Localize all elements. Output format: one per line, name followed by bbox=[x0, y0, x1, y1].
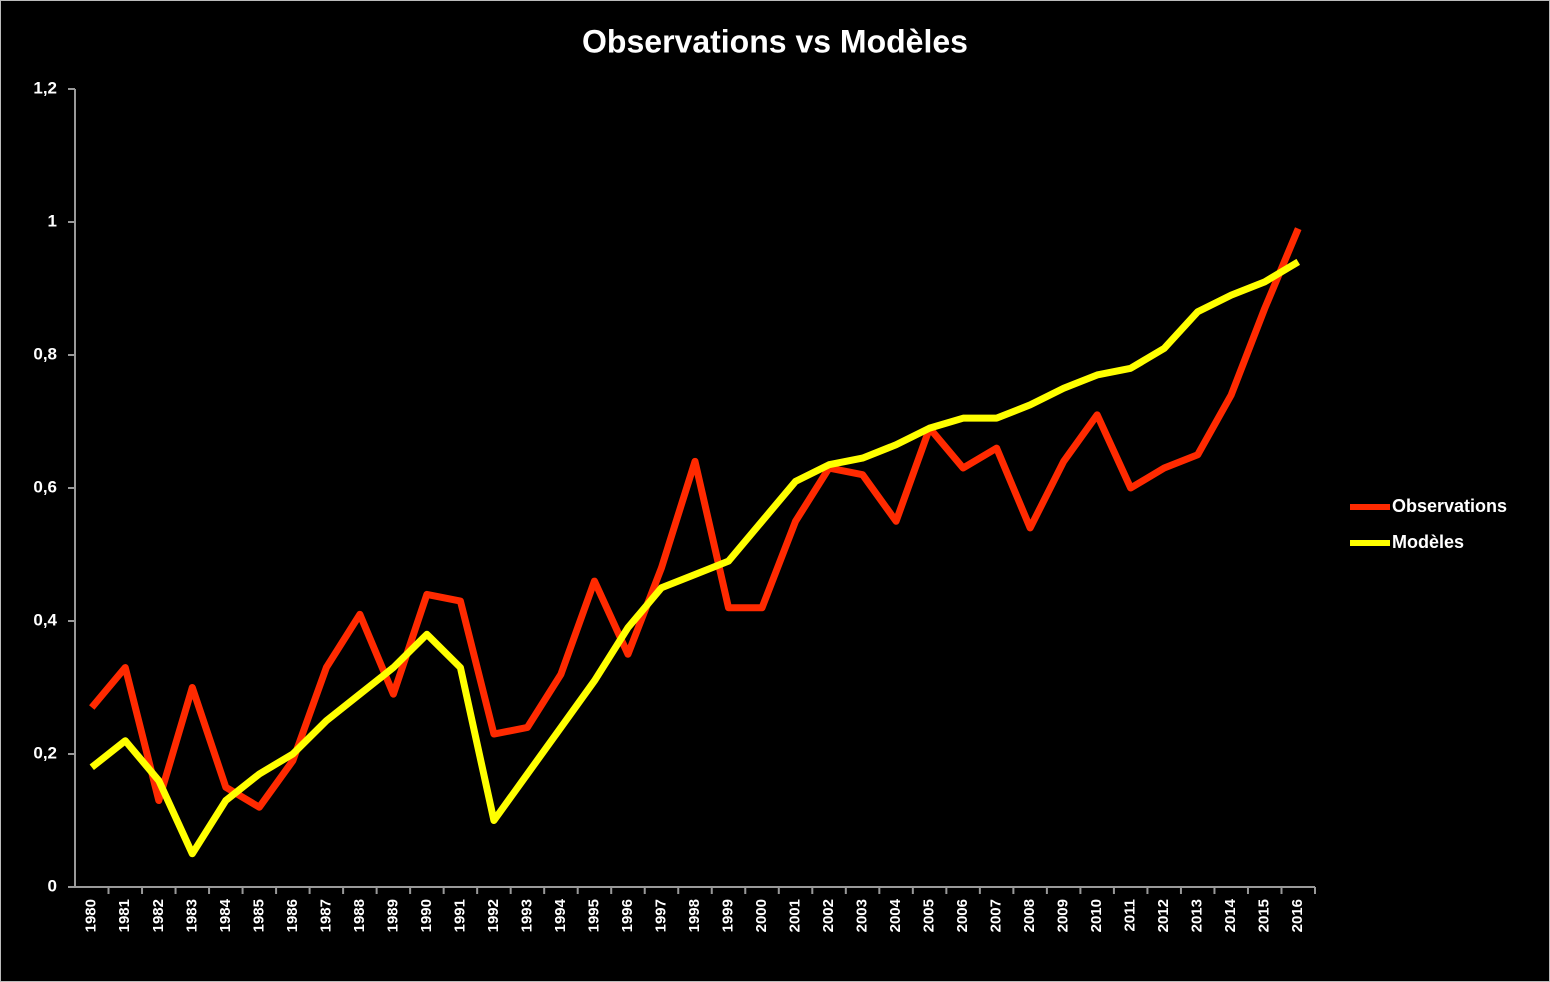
x-tick-label: 1999 bbox=[719, 899, 736, 932]
x-tick-label: 2012 bbox=[1155, 899, 1172, 932]
x-tick-label: 1983 bbox=[183, 899, 200, 932]
x-tick-label: 1988 bbox=[351, 899, 368, 932]
y-tick-label: 1,2 bbox=[33, 78, 57, 97]
x-tick-label: 2014 bbox=[1222, 898, 1239, 932]
x-tick-label: 1996 bbox=[619, 899, 636, 932]
y-tick-label: 0,4 bbox=[33, 610, 57, 629]
x-tick-label: 2011 bbox=[1122, 899, 1139, 932]
series-line bbox=[89, 258, 1301, 858]
x-tick-label: 1993 bbox=[518, 899, 535, 932]
x-tick-label: 2005 bbox=[921, 899, 938, 932]
x-tick-label: 1984 bbox=[217, 898, 234, 932]
x-tick-label: 1985 bbox=[250, 899, 267, 932]
x-tick-label: 1990 bbox=[418, 899, 435, 932]
x-tick-label: 1991 bbox=[451, 899, 468, 932]
x-tick-label: 1980 bbox=[83, 899, 100, 932]
y-tick-label: 0,8 bbox=[33, 344, 57, 363]
x-tick-label: 1989 bbox=[384, 899, 401, 932]
series-line bbox=[89, 227, 1302, 811]
x-tick-label: 1992 bbox=[485, 899, 502, 932]
x-tick-label: 2013 bbox=[1189, 899, 1206, 932]
x-tick-label: 2004 bbox=[887, 898, 904, 932]
x-tick-label: 1982 bbox=[150, 899, 167, 932]
x-tick-label: 1994 bbox=[552, 898, 569, 932]
x-tick-label: 1995 bbox=[585, 899, 602, 932]
x-tick-label: 1998 bbox=[686, 899, 703, 932]
x-tick-label: 2015 bbox=[1256, 899, 1273, 932]
x-tick-label: 2010 bbox=[1088, 899, 1105, 932]
legend-label: Observations bbox=[1392, 496, 1507, 516]
x-tick-label: 2001 bbox=[787, 899, 804, 932]
y-tick-label: 0 bbox=[48, 876, 57, 895]
x-tick-label: 2003 bbox=[854, 899, 871, 932]
x-tick-label: 1986 bbox=[284, 899, 301, 932]
x-tick-label: 1997 bbox=[652, 899, 669, 932]
x-tick-label: 2009 bbox=[1055, 899, 1072, 932]
x-tick-label: 2008 bbox=[1021, 899, 1038, 932]
y-tick-label: 0,2 bbox=[33, 743, 57, 762]
y-tick-label: 0,6 bbox=[33, 477, 57, 496]
x-tick-label: 2000 bbox=[753, 899, 770, 932]
x-tick-label: 2016 bbox=[1289, 899, 1306, 932]
x-tick-label: 2006 bbox=[954, 899, 971, 932]
chart-title: Observations vs Modèles bbox=[582, 23, 968, 59]
y-tick-label: 1 bbox=[48, 211, 57, 230]
legend-label: Modèles bbox=[1392, 532, 1464, 552]
x-tick-label: 1981 bbox=[116, 899, 133, 932]
x-tick-label: 1987 bbox=[317, 899, 334, 932]
x-tick-label: 2002 bbox=[820, 899, 837, 932]
x-tick-label: 2007 bbox=[988, 899, 1005, 932]
